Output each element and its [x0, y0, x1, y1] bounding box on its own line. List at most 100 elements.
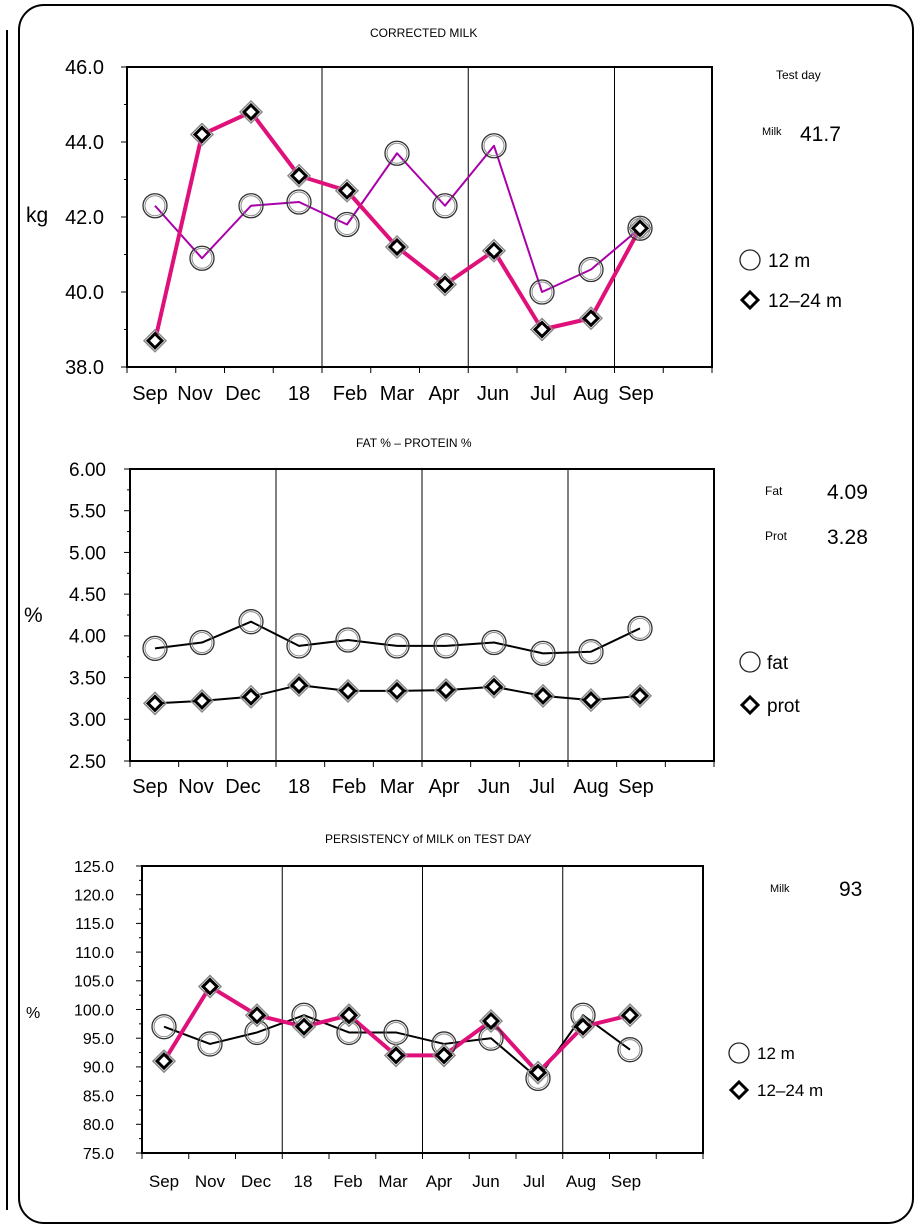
chart3-legend-circle-marker [728, 1042, 750, 1064]
chart3-point-circle [151, 1014, 177, 1040]
chart3-xtick-label: Dec [241, 1172, 272, 1191]
chart1-point-diamond [387, 237, 407, 257]
chart2-legend-label-2: prot [767, 696, 800, 717]
chart2-point-circle-inner [386, 635, 408, 657]
chart2-point-diamond [630, 686, 650, 706]
chart1-point-circle-inner [386, 142, 408, 164]
chart3-point-circle-inner [619, 1039, 641, 1061]
chart2-xtick-label: 18 [288, 776, 310, 798]
chart1-point-circle-inner [191, 247, 213, 269]
chart1-ytick-label: 40.0 [65, 282, 104, 304]
chart3-ytick-label: 85.0 [83, 1088, 114, 1105]
chart3-point-diamond-outer [525, 1060, 551, 1085]
chart3-xtick-label: Aug [566, 1172, 596, 1191]
chart1-point-diamond [337, 181, 357, 200]
chart1-ytick-label: 46.0 [65, 57, 104, 79]
chart2-point-diamond-outer [384, 678, 410, 703]
chart1-legend-circle-marker [739, 249, 761, 271]
chart1-xtick-label: Dec [225, 383, 261, 405]
chart3-point-diamond [620, 1006, 640, 1025]
chart2-point-diamond-outer [627, 683, 653, 708]
chart1-point-diamond-outer [334, 178, 360, 203]
chart3-title: PERSISTENCY of MILK on TEST DAY [325, 832, 532, 846]
chart1-xtick-label: Nov [177, 383, 213, 405]
chart3-legend-diamond-marker [728, 1079, 750, 1101]
chart2-point-circle-inner [532, 642, 554, 664]
chart1-point-diamond [532, 320, 552, 339]
chart1-point-diamond-outer [189, 122, 215, 147]
chart1-ytick-label: 42.0 [65, 207, 104, 229]
chart2-xtick-label: Feb [332, 776, 366, 798]
chart3-xtick-label: Jun [472, 1172, 499, 1191]
chart1-xtick-label: Aug [573, 383, 609, 405]
chart1-point-circle-inner [336, 214, 358, 235]
chart2-side-value-prot: 3.28 [827, 526, 868, 549]
chart2-xtick-label: Dec [225, 776, 261, 798]
chart3-ytick-label: 75.0 [83, 1146, 114, 1163]
chart2-point-circle-inner [240, 611, 262, 633]
chart3-point-circle [197, 1031, 223, 1057]
chart3-point-diamond [154, 1052, 174, 1071]
chart3-point-diamond [386, 1046, 406, 1065]
chart2-title: FAT % – PROTEIN % [356, 436, 472, 450]
chart2-point-diamond-outer [142, 691, 168, 716]
chart1-point-circle [142, 193, 168, 219]
chart3-xtick-label: 18 [294, 1172, 313, 1191]
chart3-point-diamond-outer [617, 1003, 643, 1028]
chart2-ylabel: % [24, 604, 43, 627]
chart1-legend-label-2: 12–24 m [768, 291, 842, 312]
chart3-xtick-label: Sep [149, 1172, 179, 1191]
chart1-point-circle-inner [288, 191, 310, 213]
chart2-series-line-1 [154, 620, 641, 655]
chart2-xtick-label: Aug [573, 776, 609, 798]
chart1-xtick-label: Jun [477, 383, 509, 405]
chart2-point-diamond-outer [286, 673, 312, 698]
chart1-plot-frame [126, 66, 713, 368]
chart3-xtick-label: Apr [426, 1172, 453, 1191]
chart2-xtick-label: Apr [428, 776, 459, 798]
chart2-xtick-label: Mar [380, 776, 415, 798]
chart3-xtick-label: Mar [378, 1172, 408, 1191]
chart2-ytick-label: 3.00 [69, 710, 106, 731]
chart1-point-circle [334, 211, 360, 238]
chart3-point-diamond-outer [197, 974, 223, 999]
chart3-point-diamond [339, 1006, 359, 1025]
chart2-side-label-fat: Fat [765, 484, 783, 498]
chart1-point-diamond-outer [286, 163, 312, 188]
chart1-legend-diamond-marker [739, 289, 761, 311]
chart2-point-circle-inner [288, 635, 310, 657]
chart2-point-diamond [145, 694, 165, 713]
chart3-side-value-milk: 93 [839, 878, 863, 901]
chart2-point-circle [142, 635, 168, 662]
chart2-point-diamond-outer [433, 678, 459, 703]
chart1-xtick-label: Mar [380, 383, 415, 405]
chart3-point-circle-inner [153, 1016, 175, 1038]
chart1-point-diamond [484, 241, 504, 260]
chart1-title: CORRECTED MILK [370, 26, 478, 40]
chart1-ytick-label: 44.0 [65, 132, 104, 154]
chart1-point-diamond-outer [529, 317, 555, 342]
chart2-xtick-label: Sep [618, 776, 654, 798]
chart2-point-circle-inner [483, 632, 505, 654]
chart1-xtick-label: Sep [132, 383, 168, 405]
chart3-point-diamond [434, 1046, 454, 1065]
chart1-point-circle-inner [580, 259, 602, 280]
left-page-edge [0, 30, 8, 1210]
chart1-point-diamond-outer [142, 328, 168, 353]
chart1-xtick-label: Jul [530, 383, 556, 405]
chart1-xtick-label: 18 [288, 383, 310, 405]
chart1-series-line-2 [153, 110, 642, 342]
chart3-ylabel: % [26, 1005, 41, 1022]
chart3-point-diamond [294, 1017, 314, 1036]
chart1-xtick-label: Sep [618, 383, 654, 405]
chart1-point-diamond-outer [432, 272, 458, 297]
chart1-ytick-label: 38.0 [65, 357, 104, 379]
chart3-point-diamond-outer [336, 1003, 362, 1028]
chart1-point-diamond [581, 309, 601, 328]
chart1-point-diamond-outer [578, 306, 604, 331]
chart2-point-diamond [484, 677, 504, 696]
chart2-point-diamond-outer [189, 688, 215, 713]
chart3-legend-label-1: 12 m [757, 1044, 795, 1063]
chart1-point-diamond-outer [384, 234, 410, 260]
chart2-legend-diamond-marker [739, 694, 761, 716]
